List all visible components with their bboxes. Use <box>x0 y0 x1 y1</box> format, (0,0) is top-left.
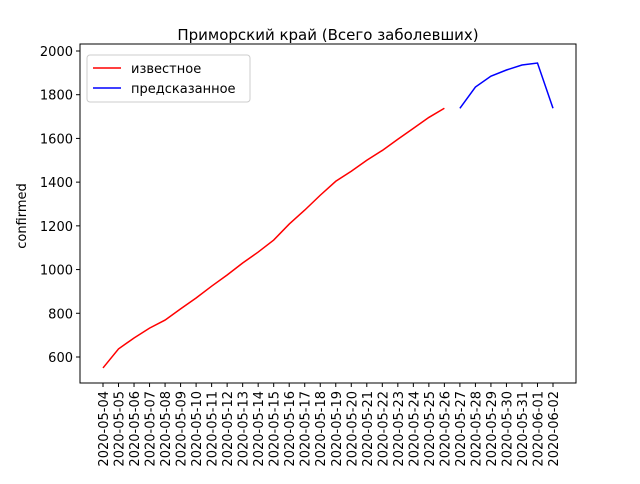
plot-frame <box>79 43 577 384</box>
y-tick-label: 600 <box>48 351 73 366</box>
x-tick-label: 2020-05-21 <box>361 391 376 467</box>
y-axis-label: confirmed <box>15 183 30 249</box>
x-tick-label: 2020-05-11 <box>206 391 221 467</box>
x-tick-label: 2020-05-22 <box>376 391 391 467</box>
y-tick-label: 2000 <box>40 45 73 60</box>
x-tick-label: 2020-05-29 <box>485 391 500 467</box>
x-tick-label: 2020-05-26 <box>438 391 453 467</box>
line-series <box>102 107 445 369</box>
x-tick-label: 2020-05-17 <box>299 391 314 467</box>
x-tick-label: 2020-05-27 <box>454 391 469 467</box>
x-tick-label: 2020-05-24 <box>407 391 422 467</box>
x-tick-label: 2020-05-09 <box>175 391 190 467</box>
x-tick-label: 2020-05-15 <box>268 391 283 467</box>
x-tick-label: 2020-05-07 <box>144 391 159 467</box>
x-tick-label: 2020-05-28 <box>469 391 484 467</box>
x-tick-label: 2020-05-06 <box>128 391 143 467</box>
y-tick-label: 1000 <box>40 264 73 279</box>
x-tick-label: 2020-05-25 <box>423 391 438 467</box>
x-tick-label: 2020-05-14 <box>252 391 267 467</box>
y-tick-label: 1200 <box>40 220 73 235</box>
x-tick-label: 2020-05-30 <box>500 391 515 467</box>
x-tick-label: 2020-06-02 <box>547 391 562 467</box>
x-tick-label: 2020-05-23 <box>392 391 407 467</box>
legend-box <box>86 54 251 103</box>
x-tick-label: 2020-06-01 <box>531 391 546 467</box>
legend-label: предсказанное <box>131 82 236 97</box>
x-tick-label: 2020-05-16 <box>283 391 298 467</box>
x-tick-label: 2020-05-19 <box>330 391 345 467</box>
y-tick-label: 1600 <box>40 132 73 147</box>
x-tick-label: 2020-05-08 <box>159 391 174 467</box>
x-tick-label: 2020-05-13 <box>237 391 252 467</box>
y-tick-label: 1400 <box>40 176 73 191</box>
x-tick-label: 2020-05-31 <box>516 391 531 467</box>
chart-title: Приморский край (Всего заболевших) <box>177 26 478 44</box>
y-tick-label: 800 <box>48 307 73 322</box>
x-tick-label: 2020-05-20 <box>345 391 360 467</box>
y-tick-label: 1800 <box>40 89 73 104</box>
line-series <box>459 62 554 109</box>
x-tick-label: 2020-05-12 <box>221 391 236 467</box>
x-tick-label: 2020-05-10 <box>190 391 205 467</box>
x-tick-label: 2020-05-04 <box>97 391 112 467</box>
x-tick-label: 2020-05-18 <box>314 391 329 467</box>
legend-label: известное <box>131 62 201 77</box>
x-tick-label: 2020-05-05 <box>113 391 128 467</box>
